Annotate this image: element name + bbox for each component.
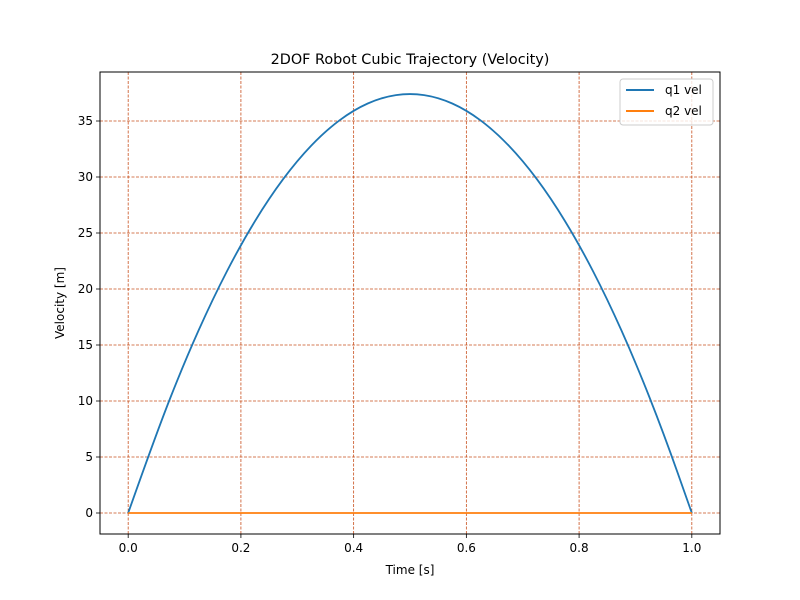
legend-label-q2-vel: q2 vel	[665, 104, 702, 118]
y-axis-label: Velocity [m]	[53, 267, 67, 339]
y-tick-label: 20	[78, 282, 93, 296]
y-tick-label: 25	[78, 226, 93, 240]
y-tick-label: 35	[78, 114, 93, 128]
x-tick-label: 0.0	[119, 541, 138, 555]
y-tick-label: 5	[85, 450, 93, 464]
x-axis-label: Time [s]	[385, 563, 435, 577]
x-tick-label: 1.0	[682, 541, 701, 555]
y-tick-label: 15	[78, 338, 93, 352]
x-tick-label: 0.6	[457, 541, 476, 555]
legend-label-q1-vel: q1 vel	[665, 83, 702, 97]
legend: q1 vel q2 vel	[619, 78, 714, 126]
y-tick-label: 0	[85, 506, 93, 520]
series-line-q1-vel	[127, 93, 693, 514]
y-tick-label: 10	[78, 394, 93, 408]
axes-frame	[99, 71, 721, 535]
x-tick-label: 0.8	[570, 541, 589, 555]
y-tick-label: 30	[78, 170, 93, 184]
chart-title: 2DOF Robot Cubic Trajectory (Velocity)	[271, 52, 550, 68]
x-tick-label: 0.4	[344, 541, 363, 555]
plot-area	[100, 72, 720, 534]
x-tick-label: 0.2	[231, 541, 250, 555]
